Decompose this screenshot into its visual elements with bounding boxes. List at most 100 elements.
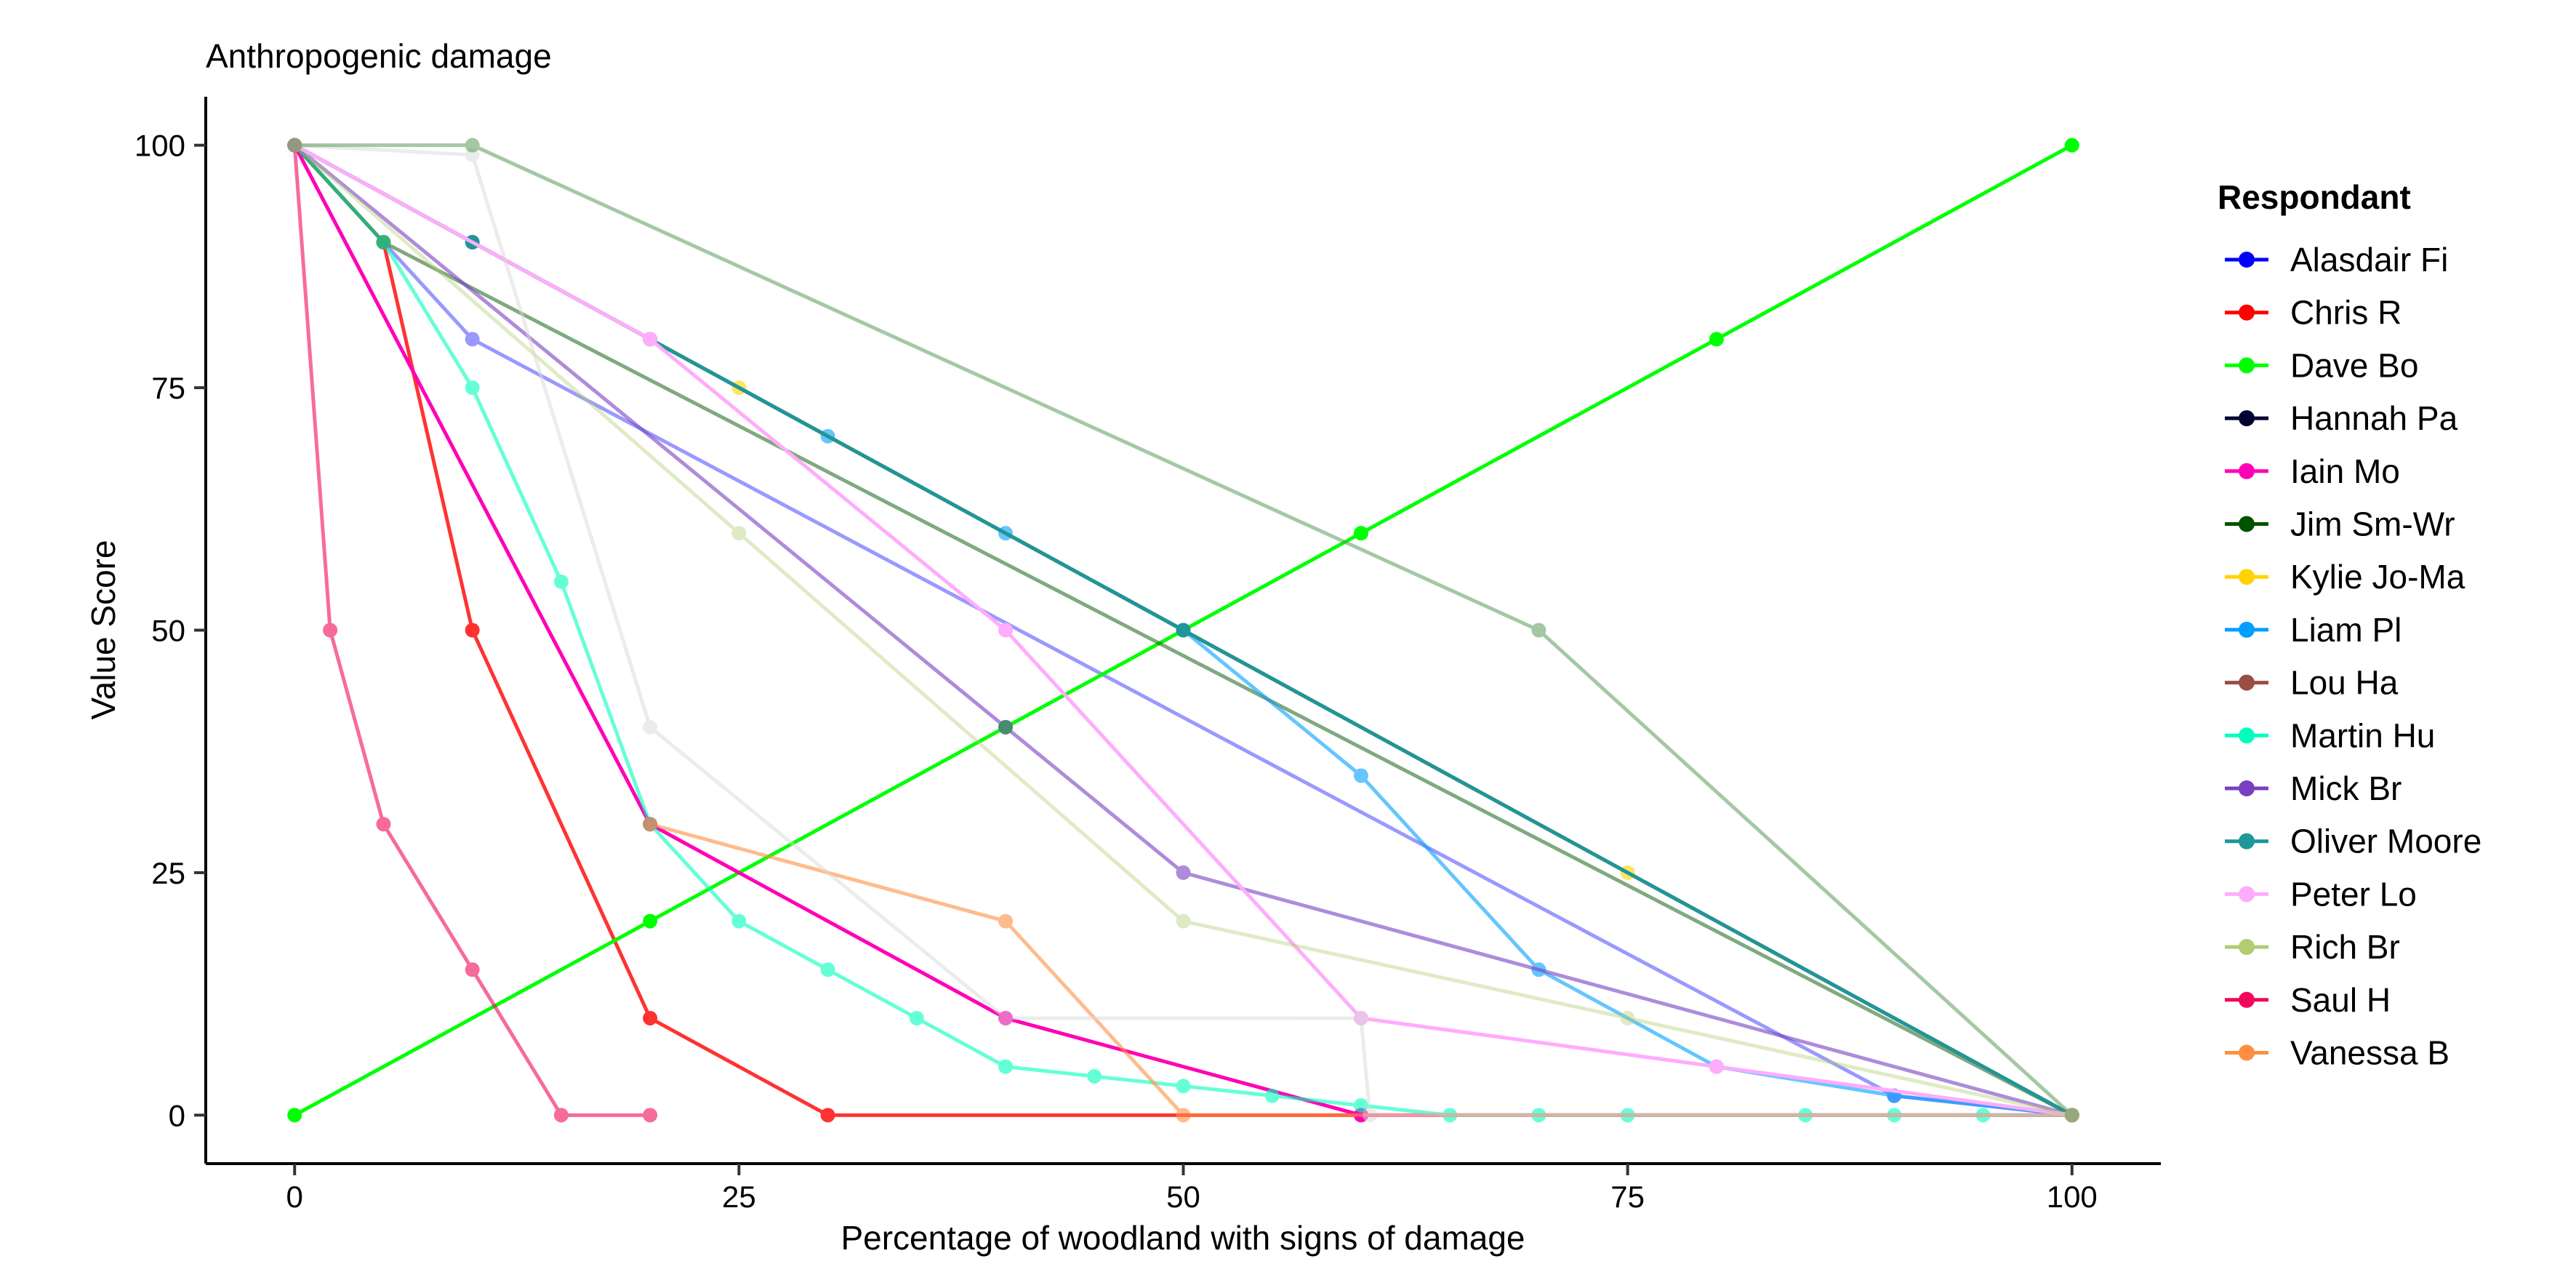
data-point: [1353, 1097, 1368, 1113]
data-point: [376, 817, 391, 832]
legend-label: Rich Br: [2290, 928, 2400, 966]
legend-item-liam-pl: Liam Pl: [2225, 611, 2402, 649]
legend-key-marker: [2239, 674, 2255, 691]
legend-item-vanessa-b: Vanessa B: [2225, 1034, 2449, 1072]
legend-key-marker: [2239, 727, 2255, 744]
data-point: [643, 332, 658, 347]
legend-item-saul-h: Saul H: [2225, 981, 2391, 1019]
data-point: [820, 962, 835, 977]
legend-item-kylie-jo-ma: Kylie Jo-Ma: [2225, 558, 2465, 596]
data-point: [1363, 1108, 1378, 1123]
data-point: [1176, 1079, 1191, 1094]
legend-key-marker: [2239, 939, 2255, 956]
legend-key-marker: [2239, 569, 2255, 585]
data-point: [731, 913, 747, 929]
legend-item-rich-br: Rich Br: [2225, 928, 2400, 966]
legend-key-marker: [2239, 252, 2255, 268]
legend: Respondant Alasdair Fi Chris R Dave Bo Hann…: [2218, 178, 2481, 1072]
legend-key-marker: [2239, 1044, 2255, 1061]
legend-label: Chris R: [2290, 294, 2402, 332]
legend-item-peter-lo: Peter Lo: [2225, 875, 2417, 913]
legend-key-marker: [2239, 833, 2255, 849]
data-point: [1709, 332, 1724, 347]
legend-label: Hannah Pa: [2290, 399, 2458, 437]
legend-label: Jim Sm-Wr: [2290, 505, 2455, 543]
series-line-saul-h: [292, 145, 651, 1117]
legend-key-marker: [2239, 304, 2255, 321]
data-point: [998, 623, 1014, 638]
legend-key-marker: [2239, 991, 2255, 1008]
legend-key-marker: [2239, 886, 2255, 903]
data-point: [643, 913, 658, 929]
legend-key-marker: [2239, 463, 2255, 479]
legend-item-alasdair-fi: Alasdair Fi: [2225, 241, 2448, 279]
data-point: [465, 380, 480, 396]
x-tick-label: 25: [722, 1180, 756, 1214]
series-unnamed-17: [287, 137, 2079, 1123]
data-point: [553, 1108, 569, 1123]
data-point: [1176, 865, 1191, 880]
data-point: [1176, 1108, 1191, 1123]
series-vanessa-b: [643, 817, 2079, 1123]
legend-key-marker: [2239, 516, 2255, 532]
legend-item-jim-sm-wr: Jim Sm-Wr: [2225, 505, 2455, 543]
x-tick-label: 100: [2047, 1180, 2098, 1214]
y-tick-label: 0: [169, 1098, 185, 1132]
legend-label: Saul H: [2290, 981, 2391, 1019]
data-point: [643, 719, 658, 735]
legend-item-chris-r: Chris R: [2225, 294, 2402, 332]
y-axis-title: Value Score: [84, 540, 122, 719]
data-point: [1620, 1010, 1635, 1025]
legend-label: Kylie Jo-Ma: [2290, 558, 2465, 596]
chart-title: Anthropogenic damage: [206, 37, 552, 75]
legend-label: Lou Ha: [2290, 664, 2399, 702]
data-point: [2064, 1108, 2079, 1123]
data-point: [1176, 913, 1191, 929]
legend-item-dave-bo: Dave Bo: [2225, 346, 2418, 384]
legend-item-martin-hu: Martin Hu: [2225, 716, 2435, 754]
x-axis-ticks: 0 25 50 75 100: [286, 1164, 2098, 1214]
data-point: [998, 719, 1014, 735]
data-point: [998, 1010, 1014, 1025]
plot-area: [287, 137, 2079, 1123]
y-tick-label: 75: [151, 371, 185, 405]
legend-label: Martin Hu: [2290, 716, 2435, 754]
data-point: [820, 1108, 835, 1123]
data-point: [465, 623, 480, 638]
data-point: [1264, 1088, 1280, 1103]
y-axis-ticks: 0 25 50 75 100: [135, 129, 206, 1132]
data-point: [731, 526, 747, 541]
series-line-rich-br: [293, 143, 2073, 1117]
data-point: [998, 1059, 1014, 1074]
data-point: [909, 1010, 924, 1025]
legend-label: Vanessa B: [2290, 1034, 2449, 1072]
legend-label: Dave Bo: [2290, 346, 2418, 384]
y-tick-label: 25: [151, 856, 185, 890]
x-tick-label: 0: [286, 1180, 303, 1214]
data-point: [1353, 768, 1368, 783]
data-point: [465, 137, 480, 153]
data-point: [2064, 137, 2079, 153]
series-line-peter-lo: [294, 143, 2073, 1117]
data-point: [323, 623, 338, 638]
legend-label: Mick Br: [2290, 769, 2402, 807]
legend-item-iain-mo: Iain Mo: [2225, 452, 2400, 490]
legend-key-marker: [2239, 780, 2255, 796]
data-point: [1353, 1010, 1368, 1025]
data-point: [1709, 1059, 1724, 1074]
data-point: [643, 1010, 658, 1025]
data-point: [465, 332, 480, 347]
legend-label: Liam Pl: [2290, 611, 2402, 649]
series-line-mick-br: [293, 143, 2073, 1117]
x-axis-title: Percentage of woodland with signs of dam…: [840, 1219, 1525, 1257]
data-point: [1353, 526, 1368, 541]
data-point: [1176, 623, 1191, 638]
data-point: [1087, 1068, 1102, 1084]
data-point: [643, 817, 658, 832]
legend-label: Iain Mo: [2290, 452, 2400, 490]
data-point: [553, 574, 569, 589]
y-tick-label: 50: [151, 614, 185, 648]
legend-key-marker: [2239, 621, 2255, 638]
legend-item-hannah-pa: Hannah Pa: [2225, 399, 2458, 437]
